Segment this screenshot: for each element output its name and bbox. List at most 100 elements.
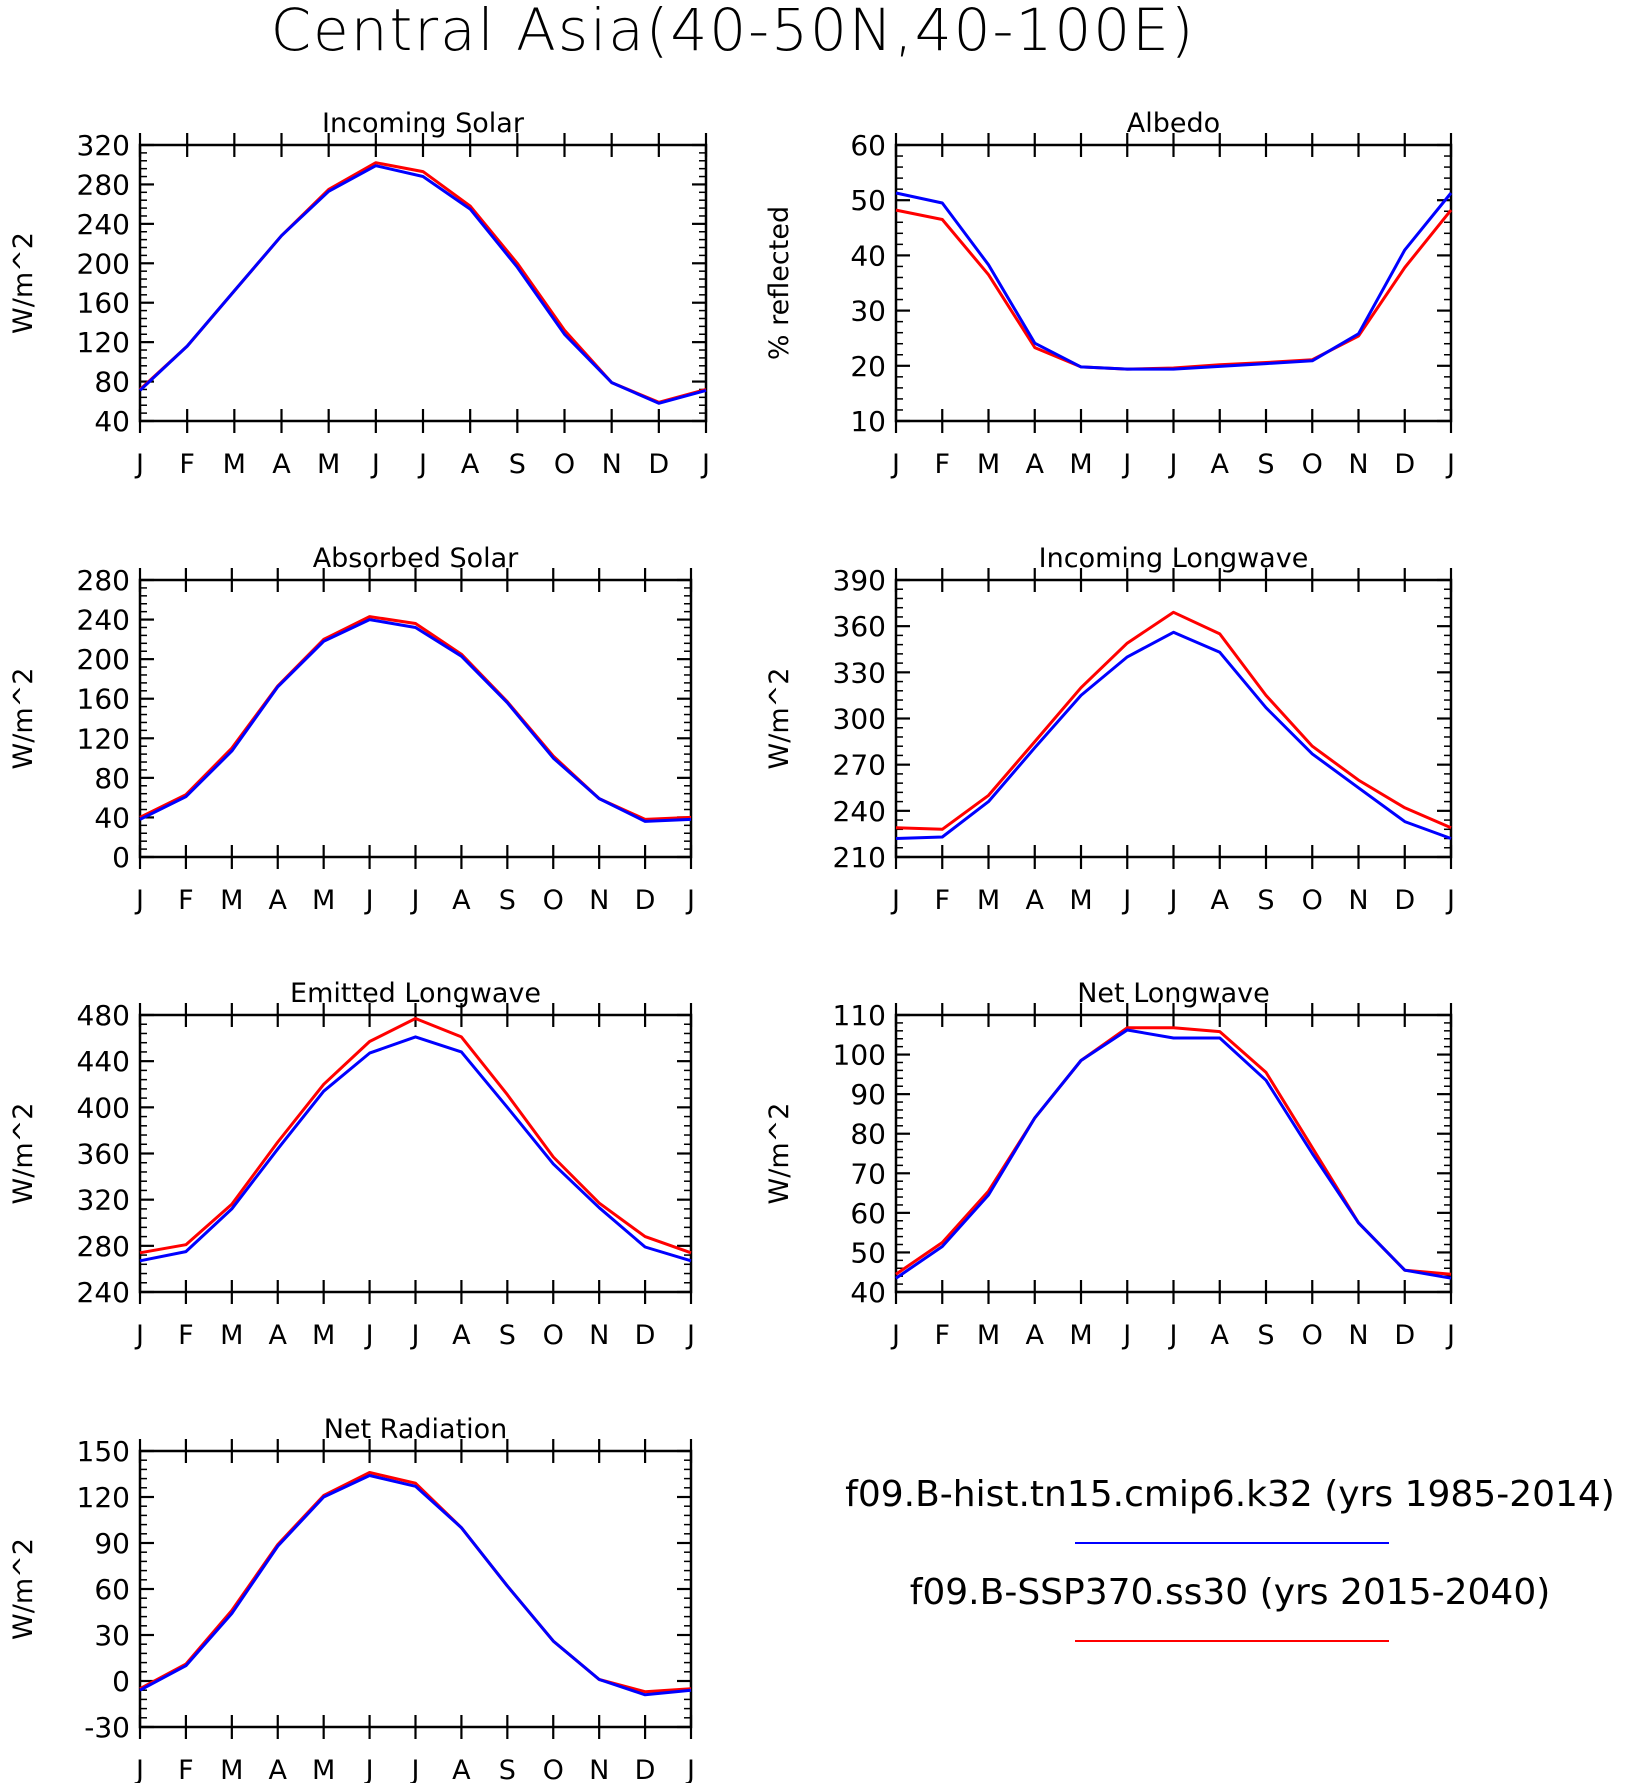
y-tick-label: 330 <box>833 656 886 689</box>
x-tick-label: O <box>1302 885 1323 916</box>
y-tick-label: 280 <box>77 1230 130 1263</box>
chart-panel-0: Incoming SolarW/m^2408012016020024028032… <box>8 108 710 480</box>
legend-label-ssp: f09.B-SSP370.ss30 (yrs 2015-2040) <box>910 1572 1551 1613</box>
y-tick-label: 0 <box>112 1665 130 1698</box>
series-line-ssp <box>139 615 692 821</box>
x-tick-label: J <box>890 885 900 916</box>
x-tick-label: J <box>134 1320 144 1351</box>
y-tick-label: 0 <box>112 841 130 874</box>
x-tick-label: D <box>1394 1320 1415 1351</box>
x-tick-label: A <box>1026 1320 1045 1351</box>
series-line-hist <box>139 618 692 823</box>
x-tick-label: A <box>269 1755 288 1783</box>
x-tick-label: N <box>602 449 622 480</box>
series-line-ssp <box>895 610 1452 831</box>
y-tick-label: 440 <box>77 1045 130 1078</box>
y-tick-label: 200 <box>77 247 130 280</box>
series-line-hist <box>895 1028 1452 1280</box>
x-tick-label: F <box>178 1755 194 1783</box>
series-line-hist <box>139 1035 692 1263</box>
y-tick-label: 360 <box>833 610 886 643</box>
y-tick-label: 60 <box>94 1573 130 1606</box>
x-tick-label: M <box>977 885 1000 916</box>
x-tick-label: J <box>134 449 144 480</box>
y-tick-label: 60 <box>850 1197 886 1230</box>
y-tick-label: 240 <box>77 604 130 637</box>
legend: f09.B-hist.tn15.cmip6.k32 (yrs 1985-2014… <box>845 1474 1615 1642</box>
y-tick-label: 120 <box>77 1481 130 1514</box>
y-tick-label: 300 <box>833 703 886 736</box>
y-tick-label: 50 <box>850 184 886 217</box>
y-axis-label: W/m^2 <box>8 1103 39 1205</box>
x-tick-label: O <box>543 885 564 916</box>
x-tick-label: M <box>317 449 340 480</box>
x-tick-label: A <box>461 449 480 480</box>
x-tick-label: D <box>1394 885 1415 916</box>
x-tick-label: J <box>364 1755 374 1783</box>
y-tick-label: 400 <box>77 1091 130 1124</box>
x-tick-label: J <box>685 1755 695 1783</box>
y-tick-label: 80 <box>850 1118 886 1151</box>
x-tick-label: D <box>635 885 656 916</box>
y-tick-label: 160 <box>77 683 130 716</box>
x-tick-label: F <box>178 885 194 916</box>
x-tick-label: J <box>370 449 380 480</box>
x-tick-label: M <box>312 885 335 916</box>
x-tick-label: J <box>364 885 374 916</box>
x-tick-label: J <box>890 1320 900 1351</box>
y-tick-label: 40 <box>94 405 130 438</box>
y-tick-label: 390 <box>833 564 886 597</box>
plot-frame <box>138 578 693 859</box>
y-tick-label: 480 <box>77 999 130 1032</box>
x-tick-label: O <box>1302 1320 1323 1351</box>
x-tick-label: J <box>685 885 695 916</box>
y-tick-label: 10 <box>850 405 886 438</box>
x-tick-label: O <box>543 1755 564 1783</box>
x-tick-label: J <box>364 1320 374 1351</box>
y-axis-label: W/m^2 <box>8 1538 39 1640</box>
y-tick-label: 20 <box>850 350 886 383</box>
y-tick-label: 120 <box>77 326 130 359</box>
x-tick-label: F <box>934 885 950 916</box>
series-line-ssp <box>138 161 707 404</box>
x-tick-label: J <box>410 1320 420 1351</box>
x-tick-label: D <box>635 1755 656 1783</box>
x-tick-label: M <box>1069 1320 1092 1351</box>
x-tick-label: A <box>1211 1320 1230 1351</box>
x-tick-label: M <box>220 1320 243 1351</box>
y-tick-label: 30 <box>850 295 886 328</box>
plot-frame <box>138 1449 693 1729</box>
y-tick-label: 280 <box>77 168 130 201</box>
y-tick-label: 240 <box>833 795 886 828</box>
x-tick-label: A <box>452 1320 471 1351</box>
x-tick-label: J <box>1445 1320 1455 1351</box>
x-tick-label: A <box>1026 449 1045 480</box>
x-tick-label: J <box>417 449 427 480</box>
y-axis-label: W/m^2 <box>764 668 795 770</box>
x-tick-label: S <box>509 449 526 480</box>
x-tick-label: D <box>648 449 669 480</box>
legend-label-hist: f09.B-hist.tn15.cmip6.k32 (yrs 1985-2014… <box>845 1474 1615 1515</box>
x-tick-label: J <box>890 449 900 480</box>
plot-frame <box>138 1013 693 1294</box>
y-tick-label: 110 <box>833 999 886 1032</box>
x-tick-label: N <box>589 885 609 916</box>
x-tick-label: J <box>1168 885 1178 916</box>
x-tick-label: J <box>1121 449 1131 480</box>
y-axis-label: W/m^2 <box>8 232 39 334</box>
x-tick-label: N <box>1348 885 1368 916</box>
x-tick-label: J <box>1168 449 1178 480</box>
x-tick-label: J <box>1121 885 1131 916</box>
y-axis-label: W/m^2 <box>764 1103 795 1205</box>
y-tick-label: 50 <box>850 1236 886 1269</box>
y-tick-label: 200 <box>77 643 130 676</box>
x-tick-label: N <box>1348 449 1368 480</box>
x-tick-label: D <box>635 1320 656 1351</box>
y-tick-label: 100 <box>833 1039 886 1072</box>
x-tick-label: J <box>1121 1320 1131 1351</box>
y-tick-label: -30 <box>84 1711 130 1744</box>
series-line-hist <box>895 630 1452 840</box>
x-tick-label: J <box>685 1320 695 1351</box>
x-tick-label: A <box>1026 885 1045 916</box>
